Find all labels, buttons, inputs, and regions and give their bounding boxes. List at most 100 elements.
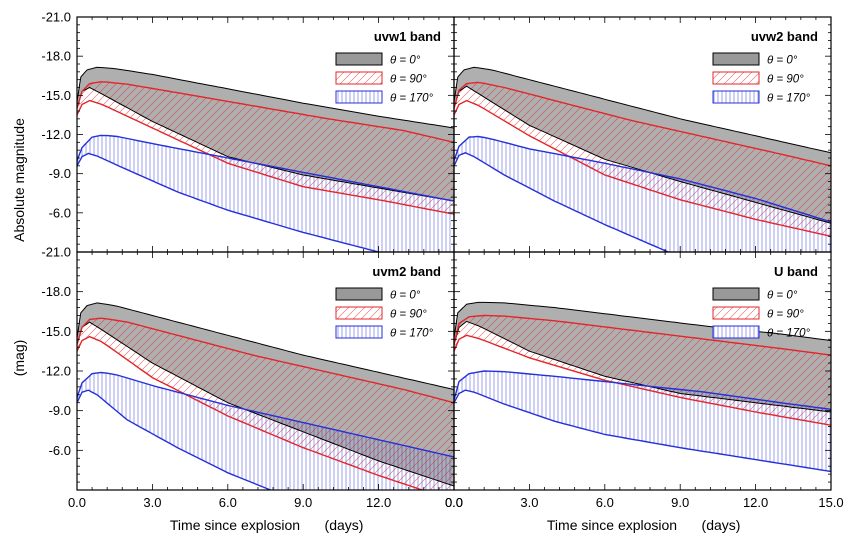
x-tick-label: 3.0 bbox=[520, 495, 538, 510]
ticks bbox=[453, 16, 832, 253]
legend-swatch-theta90 bbox=[712, 71, 760, 85]
y-tick-label: -9.0 bbox=[49, 403, 71, 418]
x-axis-title-right: Time since explosion bbox=[547, 517, 677, 533]
y-tick-label: -18.0 bbox=[41, 284, 71, 299]
legend-swatch-theta0 bbox=[335, 52, 383, 66]
curve-theta0-lower bbox=[454, 320, 831, 413]
curve-theta170-upper bbox=[454, 135, 831, 223]
legend-label-theta170: θ = 170° bbox=[390, 93, 434, 105]
x-tick-label: 9.0 bbox=[671, 495, 689, 510]
curve-theta90-upper bbox=[454, 81, 831, 167]
plot-area bbox=[77, 66, 454, 252]
legend: θ = 0° θ = 90° θ = 170° bbox=[712, 52, 811, 105]
x-tick-label: 12.0 bbox=[743, 495, 768, 510]
curve-theta90-upper bbox=[77, 317, 454, 404]
curve-theta0-lower bbox=[77, 86, 454, 202]
y-tick-label: -6.0 bbox=[49, 205, 71, 220]
x-tick-label: 6.0 bbox=[219, 495, 237, 510]
curve-theta90-lower bbox=[77, 335, 425, 490]
legend-swatch-theta0 bbox=[335, 287, 383, 301]
x-tick-label: 0.0 bbox=[68, 495, 86, 510]
legend-swatch-theta170 bbox=[335, 325, 383, 339]
x-tick-label: 15.0 bbox=[818, 495, 843, 510]
x-tick-label: 12.0 bbox=[366, 495, 391, 510]
y-tick-label: -21.0 bbox=[41, 245, 71, 260]
legend-swatch-theta90 bbox=[712, 306, 760, 320]
y-tick-label: -15.0 bbox=[41, 88, 71, 103]
curve-theta170-lower bbox=[454, 152, 670, 252]
legend: θ = 0° θ = 90° θ = 170° bbox=[335, 287, 434, 340]
band-theta170 bbox=[454, 371, 831, 472]
panel-title: uvm2 band bbox=[372, 264, 441, 279]
legend-label-theta90: θ = 90° bbox=[767, 74, 804, 86]
panel-2: uvw2 band θ = 0° θ = 90° θ = 170° bbox=[453, 16, 832, 253]
legend: θ = 0° θ = 90° θ = 170° bbox=[712, 287, 811, 340]
curve-theta0-lower bbox=[454, 85, 831, 224]
curve-theta0-upper bbox=[77, 302, 454, 390]
curve-theta90-lower bbox=[77, 99, 454, 215]
band-theta170 bbox=[454, 136, 831, 252]
curve-theta90-lower bbox=[454, 334, 831, 426]
x-tick-label: 0.0 bbox=[445, 495, 463, 510]
legend-label-theta170: θ = 170° bbox=[390, 328, 434, 340]
plot-area bbox=[454, 66, 831, 252]
panel-title: uvw2 band bbox=[751, 29, 818, 44]
y-tick-label: -9.0 bbox=[49, 166, 71, 181]
legend-swatch-theta90 bbox=[335, 71, 383, 85]
curve-theta170-lower bbox=[77, 152, 382, 252]
legend-label-theta0: θ = 0° bbox=[390, 290, 421, 302]
legend-label-theta0: θ = 0° bbox=[390, 55, 421, 67]
curve-theta170-upper bbox=[77, 134, 454, 202]
x-tick-label: 9.0 bbox=[294, 495, 312, 510]
x-tick-label: 3.0 bbox=[143, 495, 161, 510]
curve-theta90-upper bbox=[77, 81, 454, 143]
legend: θ = 0° θ = 90° θ = 170° bbox=[335, 52, 434, 105]
legend-label-theta90: θ = 90° bbox=[390, 74, 427, 86]
band-theta170 bbox=[77, 135, 454, 252]
panel-1: -21.0 -18.0 -15.0 -12.0 -9.0 -6.0 uvw1 band θ =… bbox=[41, 10, 455, 253]
x-axis-label-right: Time since explosion (days) bbox=[547, 517, 741, 533]
curve-theta170-lower bbox=[454, 389, 831, 473]
curve-theta170-upper bbox=[77, 371, 454, 458]
legend-swatch-theta170 bbox=[335, 90, 383, 104]
y-axis-label: Absolute magnitude (mag) bbox=[11, 118, 27, 376]
panel-title: uvw1 band bbox=[374, 29, 441, 44]
legend-label-theta170: θ = 170° bbox=[767, 328, 811, 340]
panel-3: -21.0 -18.0 -15.0 -12.0 -9.0 -6.0 0.0 3.0 6.0 9.0… bbox=[41, 245, 463, 511]
curve-theta170-lower bbox=[77, 389, 273, 490]
curve-theta0-lower bbox=[77, 321, 454, 487]
legend-label-theta0: θ = 0° bbox=[767, 55, 798, 67]
x-axis-label-left: Time since explosion (days) bbox=[170, 517, 364, 533]
x-axis-title-left: Time since explosion bbox=[170, 517, 300, 533]
legend-label-theta170: θ = 170° bbox=[767, 93, 811, 105]
y-tick-label: -15.0 bbox=[41, 324, 71, 339]
y-axis-title: Absolute magnitude bbox=[11, 118, 27, 242]
y-tick-label: -6.0 bbox=[49, 443, 71, 458]
curve-theta90-upper bbox=[454, 314, 831, 356]
y-tick-label: -18.0 bbox=[41, 49, 71, 64]
legend-swatch-theta90 bbox=[335, 306, 383, 320]
ticks bbox=[453, 251, 832, 491]
legend-label-theta0: θ = 0° bbox=[767, 290, 798, 302]
y-tick-label: -12.0 bbox=[41, 364, 71, 379]
legend-swatch-theta170 bbox=[712, 325, 760, 339]
panel-4: 0.0 3.0 6.0 9.0 12.0 15.0 U band θ = 0°θ = 90°θ… bbox=[445, 251, 844, 510]
x-axis-unit-right: (days) bbox=[702, 517, 741, 533]
y-tick-label: -21.0 bbox=[41, 10, 71, 25]
y-tick-label: -12.0 bbox=[41, 127, 71, 142]
curve-theta170-upper bbox=[454, 370, 831, 410]
curve-theta90-lower bbox=[454, 99, 831, 237]
y-axis-unit: (mag) bbox=[11, 340, 27, 377]
legend-swatch-theta0 bbox=[712, 52, 760, 66]
x-tick-label: 0.0 bbox=[445, 495, 463, 510]
curve-theta0-upper bbox=[454, 66, 831, 154]
legend-swatch-theta0 bbox=[712, 287, 760, 301]
panel-title: U band bbox=[774, 264, 818, 279]
curve-theta0-upper bbox=[77, 66, 454, 129]
legend-swatch-theta170 bbox=[712, 90, 760, 104]
plot-area bbox=[77, 302, 454, 490]
band-theta90 bbox=[77, 81, 454, 215]
x-tick-label: 6.0 bbox=[596, 495, 614, 510]
x-axis-unit-left: (days) bbox=[325, 517, 364, 533]
